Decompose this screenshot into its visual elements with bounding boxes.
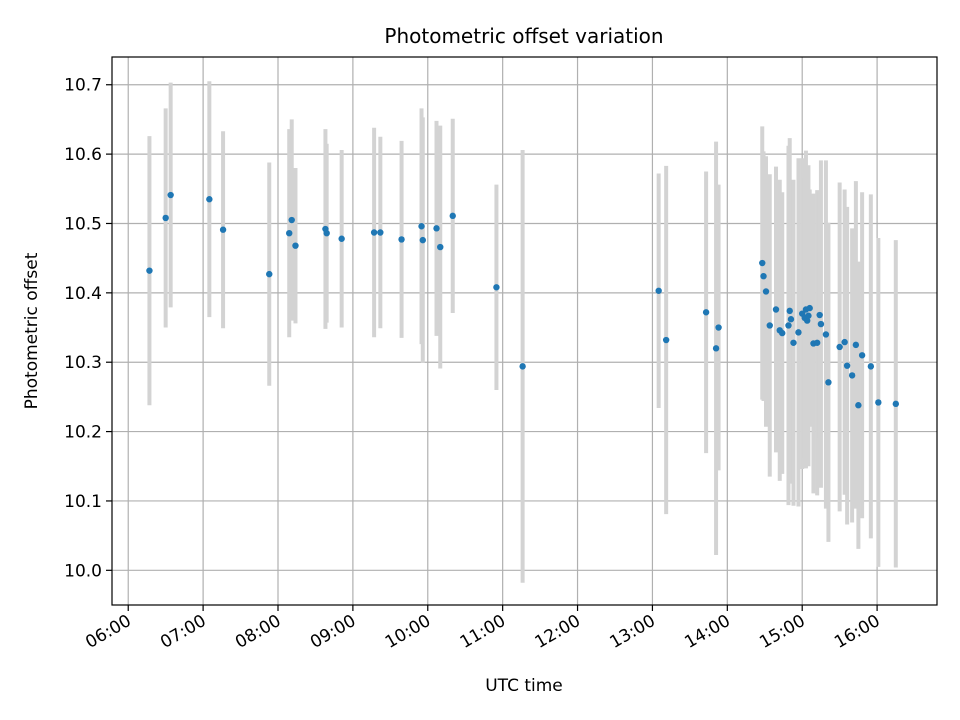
- y-tick-label: 10.1: [64, 492, 102, 512]
- data-point: [762, 288, 770, 295]
- data-point: [822, 331, 830, 338]
- y-axis-label: Photometric offset: [22, 252, 42, 409]
- data-point: [377, 229, 384, 236]
- data-point: [292, 242, 299, 249]
- data-point: [841, 338, 848, 346]
- data-point: [843, 362, 851, 369]
- data-point: [759, 259, 766, 267]
- y-axis-ticks: 10.0 10.1 10.2 10.3 10.4 10.5 10.6 10.7: [64, 76, 112, 581]
- data-point: [519, 363, 526, 370]
- data-point: [206, 196, 213, 203]
- data-point: [493, 284, 500, 291]
- data-point: [288, 216, 295, 224]
- data-points: [146, 191, 900, 409]
- data-point: [419, 236, 426, 244]
- y-tick-label: 10.3: [64, 353, 102, 373]
- data-point: [219, 226, 227, 233]
- data-point: [867, 363, 875, 370]
- data-point: [323, 229, 330, 237]
- x-axis-label: UTC time: [485, 676, 563, 696]
- data-point: [146, 267, 153, 274]
- data-point: [398, 236, 405, 243]
- data-point: [772, 306, 780, 313]
- y-tick-label: 10.6: [64, 145, 102, 165]
- data-point: [449, 212, 456, 220]
- data-point: [712, 345, 720, 352]
- data-point: [816, 311, 823, 319]
- data-point: [803, 317, 811, 324]
- data-point: [370, 229, 378, 236]
- data-point: [662, 336, 670, 344]
- data-point: [433, 225, 440, 232]
- data-point: [852, 341, 860, 349]
- data-point: [787, 316, 795, 323]
- data-point: [702, 309, 710, 316]
- data-point: [418, 223, 425, 230]
- y-tick-label: 10.2: [64, 423, 102, 443]
- data-point: [795, 329, 802, 336]
- chart-title: Photometric offset variation: [384, 24, 663, 48]
- data-point: [785, 322, 792, 329]
- data-point: [848, 372, 856, 379]
- data-point: [875, 399, 882, 406]
- data-point: [806, 304, 813, 312]
- data-point: [858, 352, 866, 359]
- data-point: [286, 229, 293, 237]
- data-point: [790, 339, 797, 346]
- data-point: [825, 379, 832, 386]
- y-tick-label: 10.4: [64, 284, 102, 304]
- data-point: [715, 324, 722, 331]
- data-point: [836, 343, 843, 351]
- data-point: [760, 273, 767, 280]
- data-point: [338, 235, 345, 242]
- data-point: [437, 243, 444, 251]
- data-point: [805, 312, 812, 319]
- data-point: [813, 339, 821, 346]
- data-point: [655, 287, 662, 294]
- data-point: [162, 214, 169, 222]
- data-point: [167, 191, 174, 199]
- data-point: [817, 320, 825, 328]
- data-point: [266, 270, 273, 278]
- data-point: [855, 402, 862, 409]
- y-tick-label: 10.5: [64, 214, 102, 234]
- data-point: [779, 329, 786, 337]
- data-point: [766, 322, 773, 329]
- data-point: [892, 400, 900, 408]
- plot-area-frame: [111, 56, 938, 606]
- y-tick-label: 10.7: [64, 76, 102, 96]
- data-point: [786, 307, 793, 315]
- y-tick-label: 10.0: [64, 561, 102, 581]
